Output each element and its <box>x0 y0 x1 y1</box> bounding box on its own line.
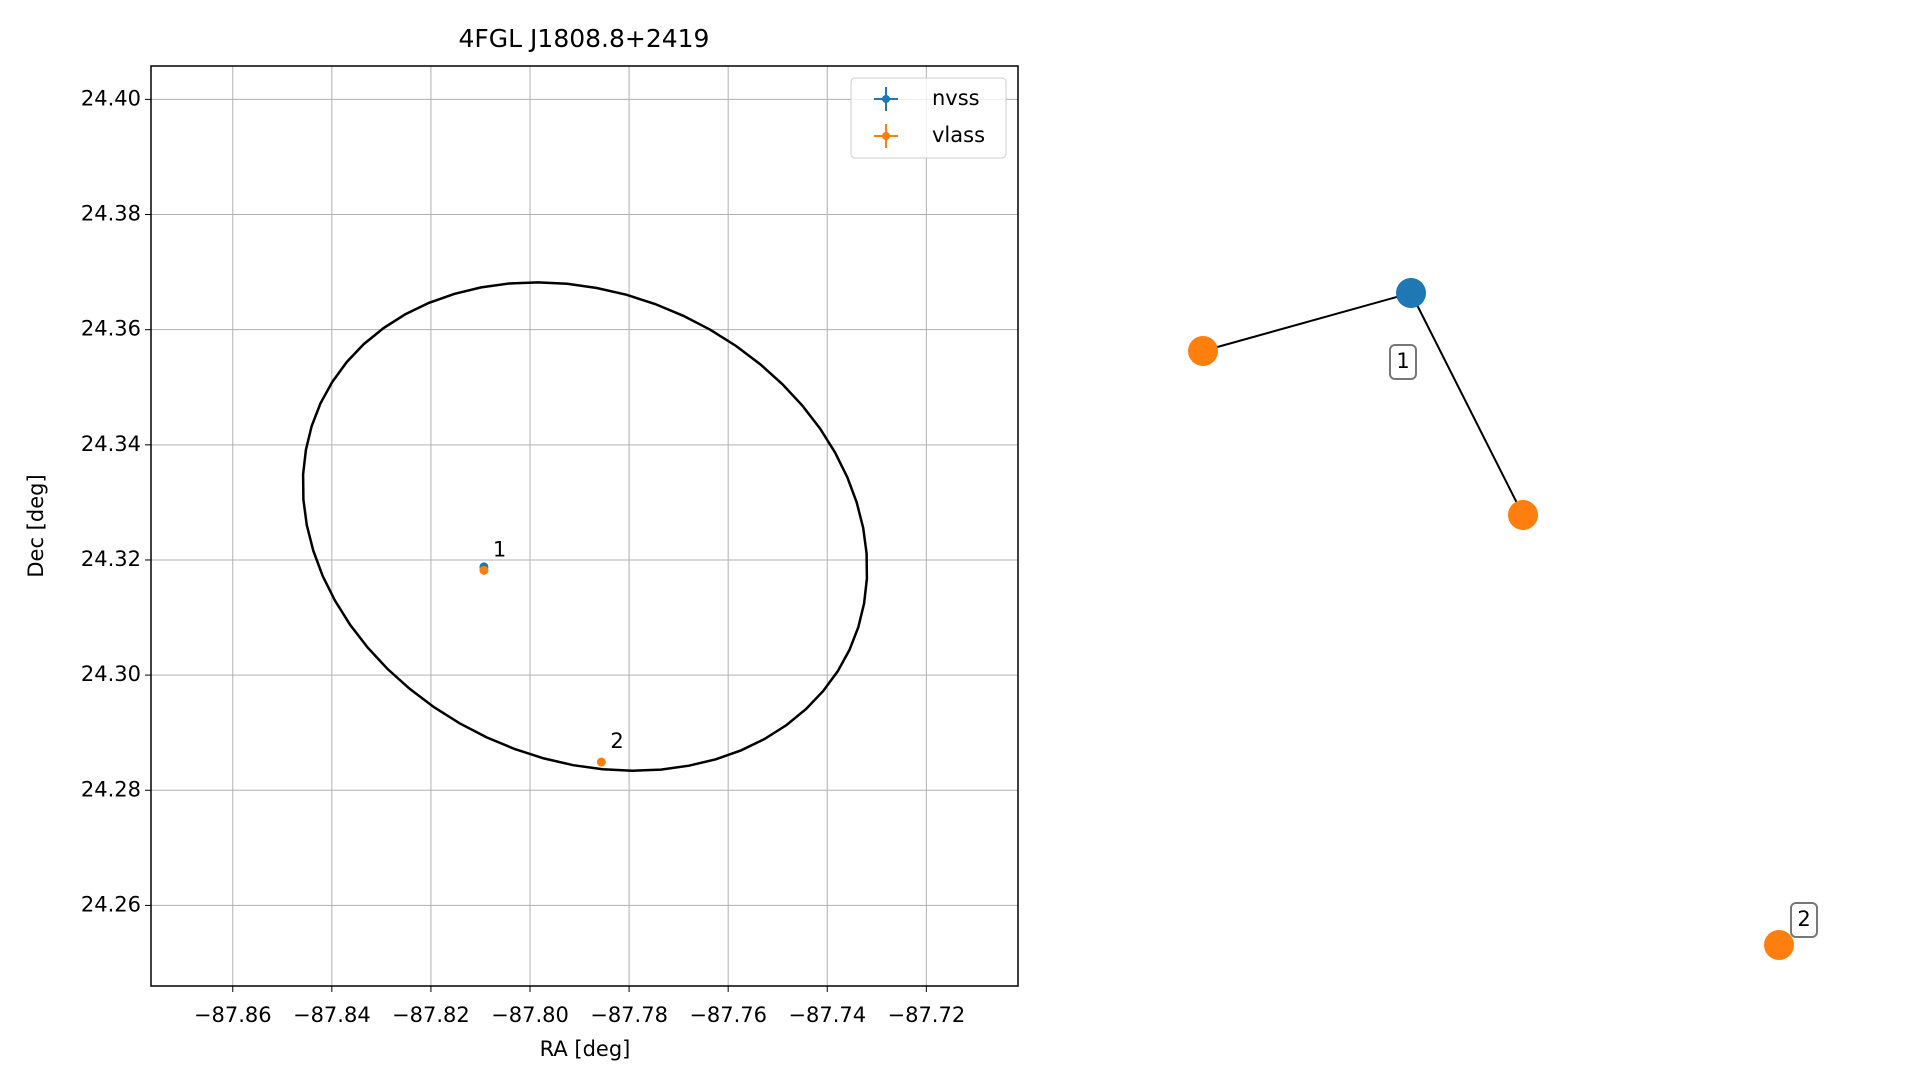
x-tick-label: −87.82 <box>392 1003 470 1027</box>
y-tick-label: 24.28 <box>81 777 141 801</box>
y-tick-label: 24.26 <box>81 892 141 916</box>
y-axis-label: Dec [deg] <box>24 474 48 577</box>
node <box>1188 336 1218 366</box>
y-tick-label: 24.36 <box>81 317 141 341</box>
legend: nvss vlass <box>850 77 1007 159</box>
x-tick-label: −87.72 <box>887 1003 965 1027</box>
chart-title: 4FGL J1808.8+2419 <box>459 24 710 53</box>
x-tick-label: −87.78 <box>590 1003 668 1027</box>
axes-frame <box>150 65 1019 987</box>
y-tick-label: 24.38 <box>81 202 141 226</box>
x-tick-label: −87.74 <box>788 1003 866 1027</box>
y-tick-label: 24.40 <box>81 86 141 110</box>
node <box>1764 930 1794 960</box>
x-axis-label: RA [deg] <box>540 1037 631 1061</box>
edge <box>1202 292 1412 352</box>
point-annotation: 1 <box>493 537 506 561</box>
node-label: 1 <box>1396 349 1409 373</box>
legend-marker <box>882 95 890 103</box>
label-box <box>1790 902 1818 938</box>
node-label: 2 <box>1797 907 1810 931</box>
x-tick-label: −87.86 <box>194 1003 272 1027</box>
node <box>1508 500 1538 530</box>
edge <box>1410 292 1524 516</box>
x-tick-label: −87.84 <box>293 1003 371 1027</box>
x-tick-label: −87.76 <box>689 1003 767 1027</box>
y-tick-label: 24.34 <box>81 432 141 456</box>
legend-label: nvss <box>932 86 980 110</box>
label-box <box>1389 344 1417 380</box>
data-point <box>479 565 489 575</box>
legend-marker <box>882 132 890 140</box>
error-ellipse <box>301 281 869 773</box>
y-tick-label: 24.30 <box>81 662 141 686</box>
x-tick-label: −87.80 <box>491 1003 569 1027</box>
point-annotation: 2 <box>610 729 623 753</box>
data-point <box>596 757 606 767</box>
y-tick-label: 24.32 <box>81 547 141 571</box>
legend-label: vlass <box>932 123 985 147</box>
node <box>1396 278 1426 308</box>
